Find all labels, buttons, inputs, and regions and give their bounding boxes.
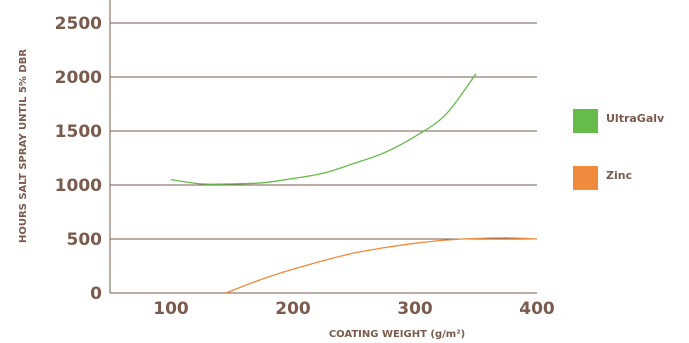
y-tick-labels: 0 500 1000 1500 2000 2500 — [55, 14, 102, 304]
x-tick-labels: 100 200 300 400 — [153, 299, 555, 319]
y-tick-label: 2500 — [55, 14, 102, 34]
legend-label-ultragalv: UltraGalv — [606, 112, 665, 125]
series-lines — [170, 73, 538, 294]
x-tick-label: 100 — [153, 299, 189, 319]
x-tick-label: 300 — [397, 299, 433, 319]
x-axis-label: COATING WEIGHT (g/m²) — [329, 329, 465, 340]
y-tick-label: 0 — [90, 284, 102, 304]
y-tick-label: 1000 — [55, 176, 102, 196]
y-axis-label: HOURS SALT SPRAY UNTIL 5% DBR — [18, 49, 29, 243]
legend-label-zinc: Zinc — [606, 169, 632, 182]
x-tick-label: 400 — [519, 299, 555, 319]
x-tick-label: 200 — [275, 299, 311, 319]
y-tick-label: 2000 — [55, 68, 102, 88]
series-line-ultragalv — [170, 73, 477, 185]
legend-swatch-zinc — [573, 166, 598, 190]
y-tick-label: 1500 — [55, 122, 102, 142]
legend: UltraGalv Zinc — [573, 109, 665, 190]
y-tick-label: 500 — [67, 230, 103, 250]
legend-swatch-ultragalv — [573, 109, 598, 133]
series-line-zinc — [225, 237, 538, 294]
gridlines — [110, 22, 537, 294]
